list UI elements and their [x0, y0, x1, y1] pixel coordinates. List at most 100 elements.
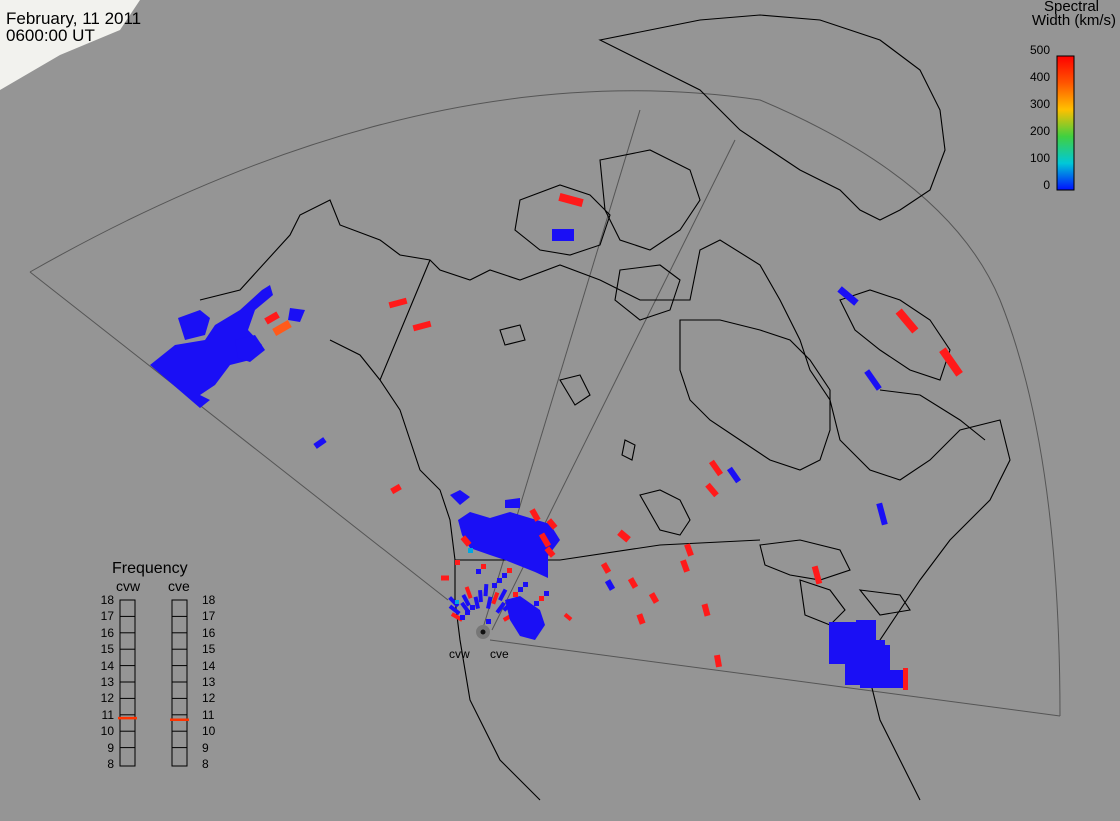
colorbar-tick-label: 0 [1043, 178, 1050, 192]
frequency-label-right: 12 [202, 691, 216, 706]
echo-cell [513, 592, 518, 597]
frequency-label-left: 12 [100, 691, 114, 706]
echo-cell [860, 670, 904, 688]
date-label: February, 11 2011 [6, 9, 142, 28]
echo-cell [497, 578, 502, 583]
frequency-label-right: 14 [202, 658, 216, 673]
frequency-bar-cvw [119, 599, 136, 767]
frequency-label-right: 18 [202, 593, 216, 607]
echo-cell [714, 654, 722, 668]
echo-cell [552, 229, 574, 241]
echo-cell [470, 605, 475, 610]
echo-cell [684, 543, 694, 557]
colorbar-title-line2: Width (km/s) [1031, 12, 1116, 29]
echo-cell [627, 577, 639, 589]
echo-cell [505, 498, 520, 508]
echo-cell [464, 586, 473, 599]
frequency-label-left: 18 [100, 593, 114, 607]
echo-cell [529, 606, 534, 611]
echo-cell [486, 619, 491, 624]
echo-cell [455, 560, 460, 565]
echo-cell [313, 437, 327, 449]
frequency-label-right: 13 [202, 675, 216, 689]
echo-cell [491, 591, 500, 605]
frequency-label-left: 17 [100, 609, 114, 624]
echo-cell [563, 612, 573, 622]
echo-cell [460, 535, 472, 547]
colorbar-tick-label: 100 [1029, 151, 1050, 165]
frequency-label-left: 16 [100, 625, 114, 640]
echo-cell [288, 308, 305, 322]
echo-cell [876, 502, 888, 526]
echo-cell [150, 285, 273, 408]
site-label-east: cve [490, 647, 509, 661]
echo-cell [705, 482, 719, 498]
echo-cell [178, 310, 210, 340]
echo-cell [811, 565, 823, 585]
echo-cell [498, 588, 508, 602]
echo-cell [701, 603, 711, 617]
echo-cell [465, 610, 470, 615]
echo-cell [507, 568, 512, 573]
echo-cell [492, 583, 497, 588]
echo-cell [476, 569, 481, 574]
echo-cell [726, 466, 742, 484]
colorbar-tick-label: 200 [1029, 124, 1050, 138]
radar-site-dot [480, 629, 486, 635]
echo-cell [390, 483, 402, 495]
colorbar [1056, 55, 1075, 191]
echo-cell [864, 369, 882, 391]
frequency-title: Frequency [112, 560, 188, 577]
echo-cell [884, 645, 890, 675]
frequency-label-left: 8 [107, 757, 114, 771]
frequency-label-right: 8 [202, 757, 209, 771]
echo-cell [546, 518, 558, 530]
frequency-label-right: 9 [202, 740, 209, 755]
echo-cell [636, 613, 646, 625]
echo-cell [486, 596, 493, 609]
echo-cell [708, 459, 724, 477]
echo-cell [837, 286, 859, 306]
echo-cell [604, 579, 616, 591]
site-label-west: cvw [449, 647, 470, 661]
echo-cells [150, 193, 963, 690]
frequency-label-right: 10 [202, 724, 216, 739]
echo-cell [903, 668, 908, 690]
echo-cell [460, 615, 465, 620]
echo-cell [235, 335, 265, 362]
frequency-label-left: 10 [100, 724, 114, 739]
colorbar-tick-label: 500 [1029, 43, 1050, 57]
frequency-label-right: 11 [202, 707, 215, 722]
echo-cell [529, 508, 541, 522]
echo-cell [483, 583, 489, 597]
echo-cell [458, 512, 560, 578]
echo-cell [461, 593, 471, 607]
frequency-label-left: 11 [101, 707, 114, 722]
echo-cell [450, 490, 470, 505]
echo-cell [455, 600, 459, 604]
echo-cell [544, 591, 549, 596]
frequency-label-left: 9 [107, 740, 114, 755]
echo-cell [478, 589, 483, 603]
echo-cell [523, 582, 528, 587]
echo-cell [600, 562, 612, 574]
echo-cell [505, 596, 545, 640]
echo-cell [448, 604, 461, 616]
echo-cell [518, 587, 523, 592]
freq-radar-name-cve: cve [168, 578, 190, 594]
frequency-label-left: 15 [100, 642, 114, 657]
echo-cell [617, 529, 631, 543]
echo-cell [544, 546, 556, 558]
frequency-label-left: 13 [100, 675, 114, 689]
echo-cell [448, 596, 460, 608]
echo-cell [538, 532, 552, 548]
echo-cell [272, 320, 292, 336]
echo-cell [412, 320, 432, 332]
colorbar-title-line1: Spectral [1043, 0, 1099, 15]
echo-cell [558, 193, 584, 207]
frequency-bar-cve [171, 599, 188, 767]
echo-cell [441, 575, 449, 581]
freq-radar-name-cvw: cvw [116, 578, 141, 594]
